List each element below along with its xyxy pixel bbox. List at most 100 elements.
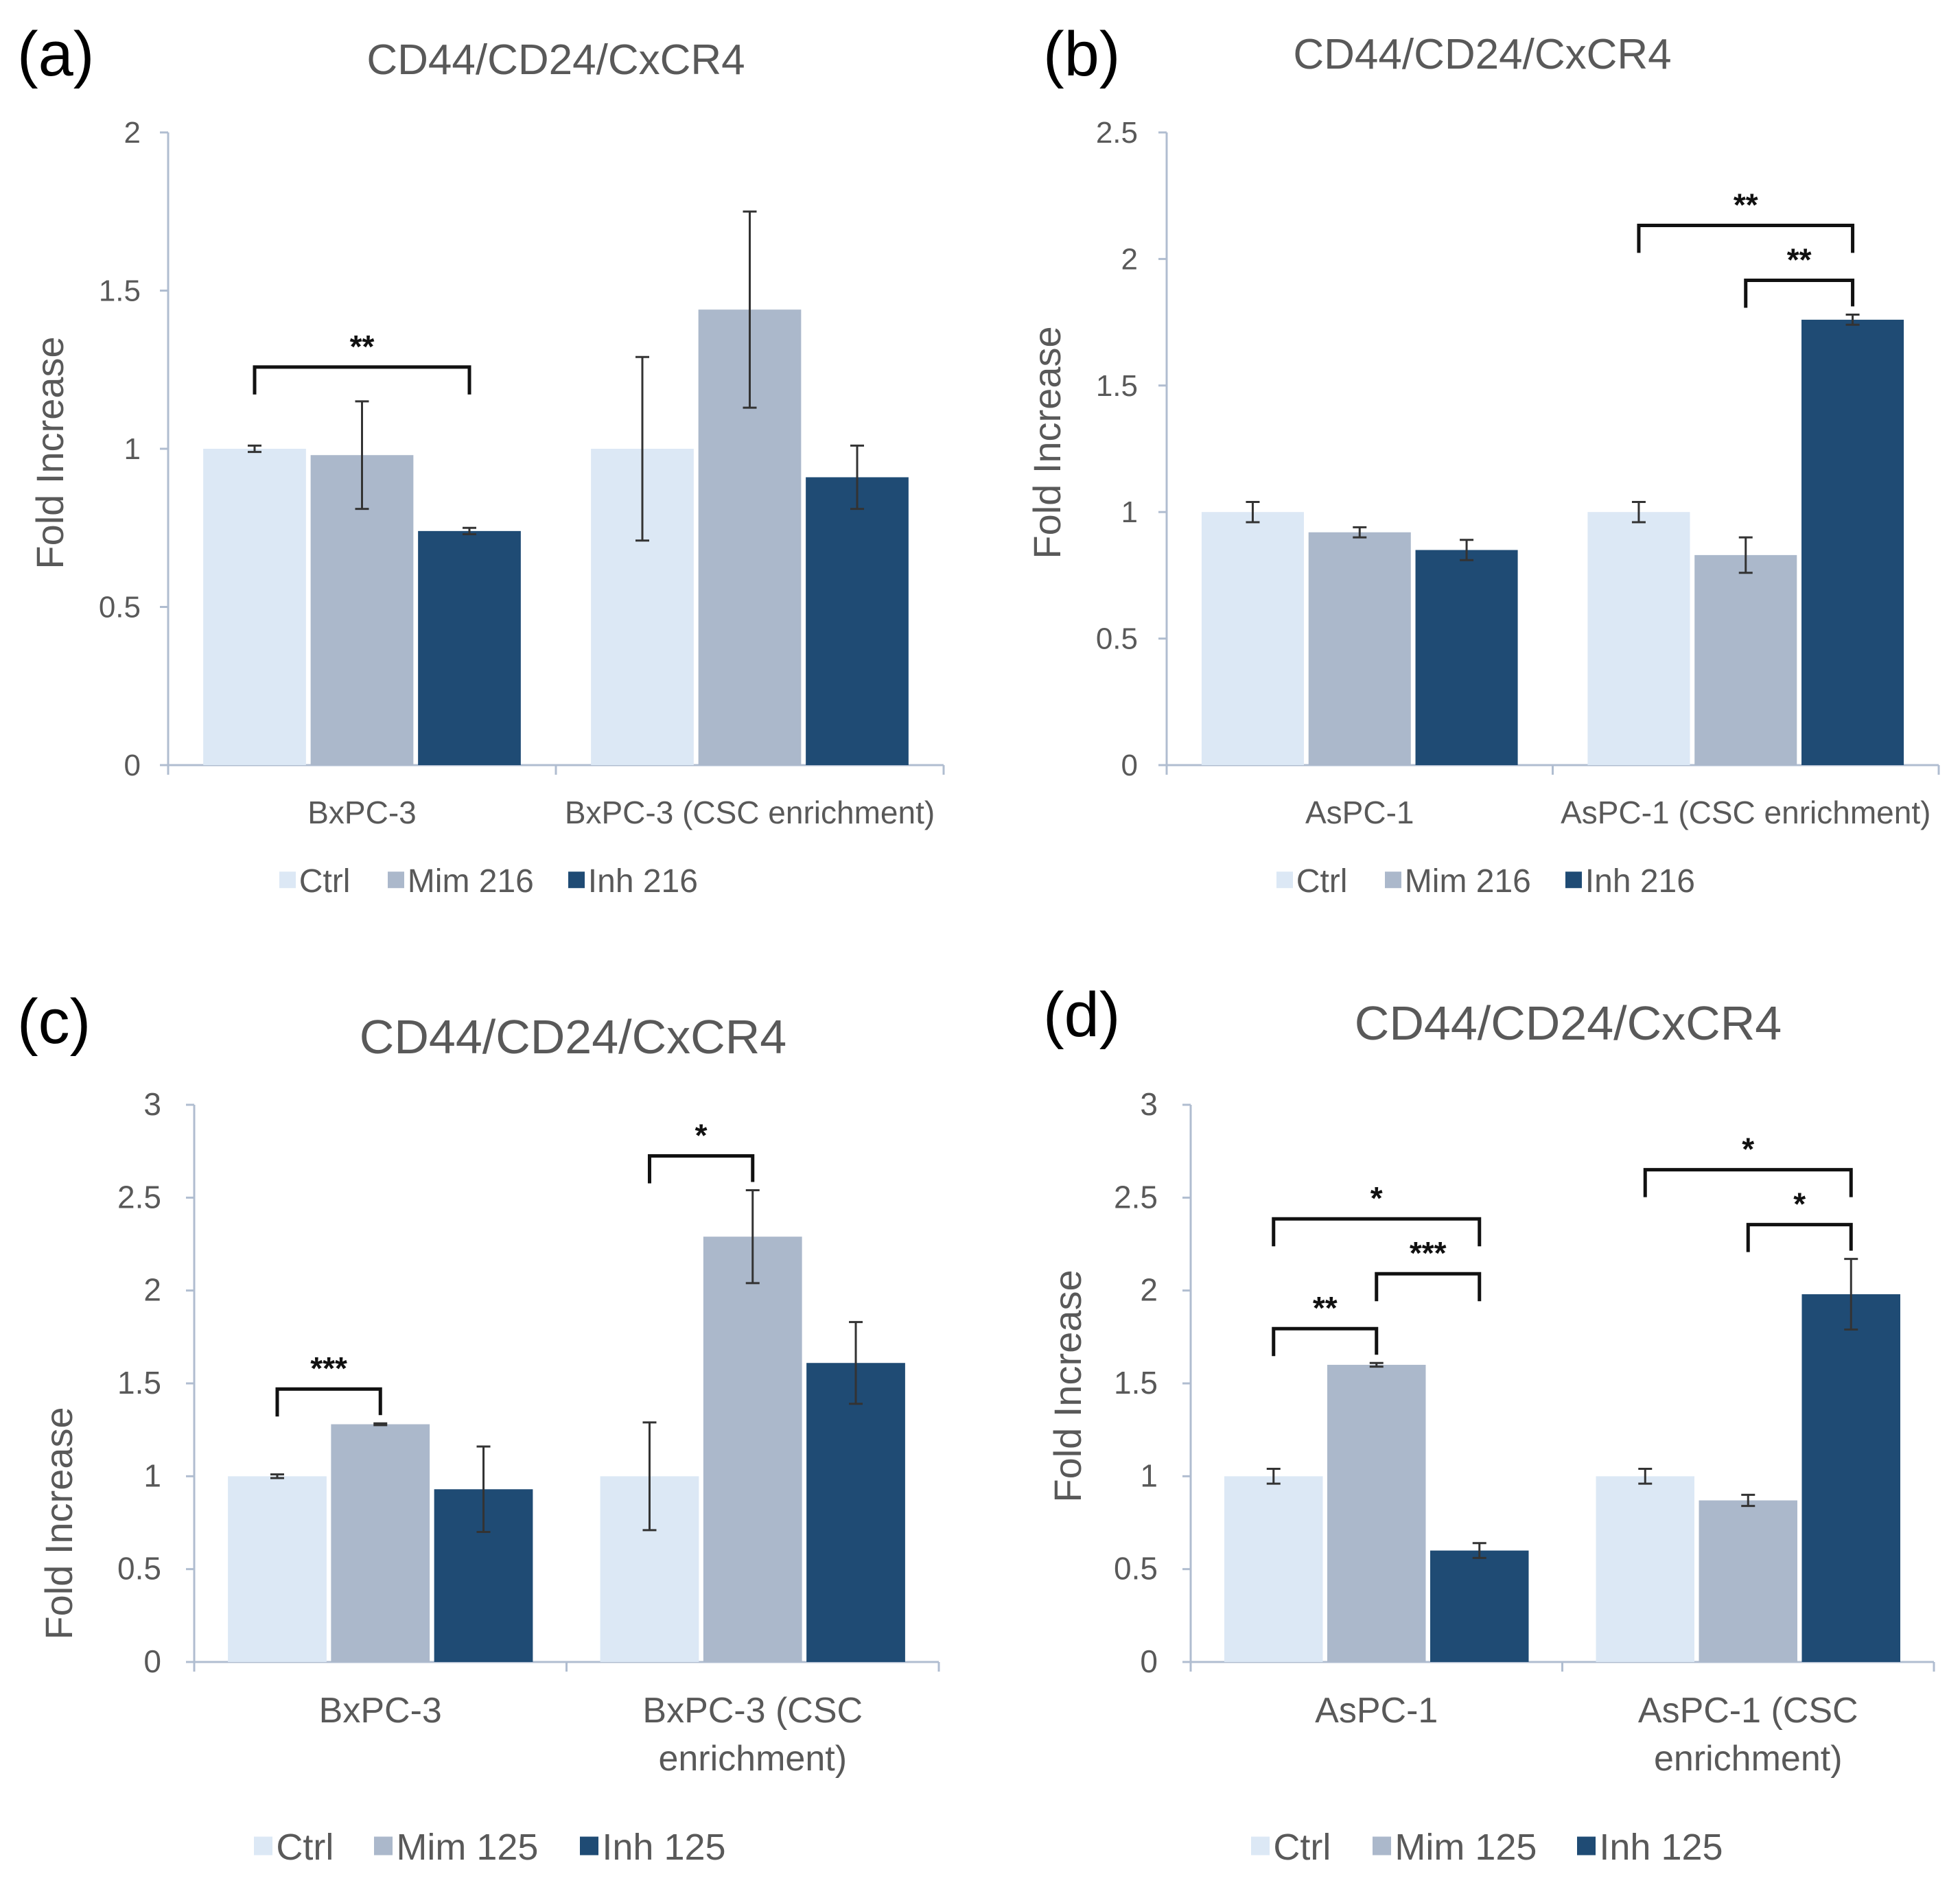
legend-label-ctrl: Ctrl [1273,1827,1331,1868]
y-axis-label: Fold Increase [37,1407,80,1639]
bar-inh-0 [1415,550,1518,765]
y-tick-label: 0.5 [99,591,141,624]
legend-label-mim: Mim 125 [396,1827,538,1868]
category-label-line: BxPC-3 [307,795,416,830]
y-tick-label: 1.5 [1096,369,1138,403]
legend-swatch-ctrl [1251,1836,1270,1855]
panel-label: (b) [1043,19,1120,89]
bar-inh-1 [806,1363,905,1662]
panel-label: (c) [17,987,91,1057]
y-tick-label: 1.5 [1114,1365,1158,1401]
bar-mim-0 [331,1424,430,1662]
legend-swatch-inh [1565,871,1582,889]
significance-marker: * [695,1118,708,1154]
category-label-line: AsPC-1 (CSC [1638,1691,1858,1731]
category-label-line: AsPC-1 [1305,795,1414,830]
significance-bracket [1637,224,1855,253]
legend-swatch-inh [568,871,585,889]
y-tick-label: 0 [1140,1643,1158,1679]
significance-bracket [647,1154,755,1184]
y-tick-label: 0 [1121,749,1138,782]
legend-label-inh: Inh 216 [1585,863,1695,900]
significance-marker: * [1742,1132,1754,1167]
y-tick-label: 2 [124,116,141,150]
chart-title: CD44/CD24/CxCR4 [366,36,745,84]
panel-b: (b) CD44/CD24/CxCR4 Fold Increase 0 0.5 1 1.5 2… [1025,19,1940,900]
bar-ctrl-0 [228,1476,327,1662]
chart-title: CD44/CD24/CxCR4 [1355,996,1782,1050]
panel-label: (d) [1043,980,1120,1050]
y-tick-label: 2.5 [1096,116,1138,150]
significance-bracket [1375,1272,1482,1302]
bar-mim-1 [703,1237,802,1662]
y-tick-label: 1 [143,1457,161,1493]
significance-marker: ** [1313,1290,1338,1326]
bar-inh-1 [1801,319,1904,765]
bar-mim-1 [1694,554,1797,765]
bar-ctrl-0 [1201,512,1304,765]
y-tick-label: 3 [1140,1086,1158,1122]
bar-mim-0 [1327,1364,1426,1662]
legend-label-inh: Inh 125 [1599,1827,1723,1868]
category-label: AsPC-1 [1305,795,1414,830]
y-axis-label: Fold Increase [1046,1269,1089,1502]
y-tick-label: 1 [1140,1457,1158,1493]
chart-title: CD44/CD24/CxCR4 [1293,31,1671,78]
category-label: BxPC-3 (CSC enrichment) [642,1691,863,1779]
significance-bracket [1746,1223,1853,1252]
y-tick-label: 0.5 [1114,1551,1158,1587]
significance-marker: ** [350,329,375,364]
legend-label-mim: Mim 216 [1405,863,1531,900]
significance-bracket [253,365,471,395]
significance-bracket [1744,279,1855,308]
bar-ctrl-1 [1587,512,1690,765]
legend-swatch-inh [580,1836,598,1855]
y-tick-label: 1 [1121,495,1138,529]
category-label: BxPC-3 [319,1691,442,1731]
panel-c: (c) CD44/CD24/CxCR4 Fold Increase 0 0.5 1 1.5 2… [17,987,940,1868]
legend-swatch-inh [1577,1836,1596,1855]
y-axis-label: Fold Increase [1025,326,1069,559]
significance-marker: ** [1787,242,1812,278]
significance-bracket [1643,1168,1853,1197]
category-label-line: enrichment) [658,1739,847,1779]
significance-marker: ** [1734,187,1758,223]
legend-swatch-mim [388,871,404,889]
category-label-line: BxPC-3 (CSC [642,1691,863,1731]
panel-d: (d) CD44/CD24/CxCR4 Fold Increase 0 0.5 1 1.5 2… [1043,980,1935,1868]
category-label-line: AsPC-1 [1315,1691,1438,1731]
legend-swatch-mim [374,1836,393,1855]
category-label-line: AsPC-1 (CSC enrichment) [1561,795,1930,830]
bar-mim-1 [1699,1500,1797,1662]
y-tick-label: 0.5 [1096,622,1138,656]
legend-swatch-mim [1385,871,1401,889]
legend-label-mim: Mim 125 [1395,1827,1537,1868]
legend-swatch-mim [1373,1836,1391,1855]
significance-marker: * [1370,1180,1383,1216]
chart-title: CD44/CD24/CxCR4 [360,1010,786,1064]
y-tick-label: 2.5 [1114,1179,1158,1215]
y-tick-label: 2 [143,1272,161,1308]
y-tick-label: 1.5 [99,274,141,308]
legend-label-ctrl: Ctrl [276,1827,334,1868]
y-tick-label: 1.5 [117,1365,161,1401]
category-label-line: BxPC-3 (CSC enrichment) [565,795,935,830]
significance-marker: *** [1410,1235,1447,1271]
bar-inh-1 [1801,1294,1900,1662]
bar-inh-0 [1430,1550,1529,1662]
y-tick-label: 0.5 [117,1551,161,1587]
y-tick-label: 2.5 [117,1179,161,1215]
significance-marker: * [1793,1186,1806,1222]
y-tick-label: 2 [1140,1272,1158,1308]
significance-bracket [1272,1326,1379,1357]
legend-swatch-ctrl [279,871,296,889]
category-label-line: enrichment) [1654,1739,1843,1779]
y-tick-label: 0 [143,1643,161,1679]
bar-ctrl-0 [1224,1476,1323,1662]
significance-bracket [1272,1217,1482,1247]
bar-ctrl-1 [1596,1476,1695,1662]
significance-bracket [275,1387,382,1417]
bar-inh-0 [418,530,521,765]
legend-swatch-ctrl [254,1836,272,1855]
